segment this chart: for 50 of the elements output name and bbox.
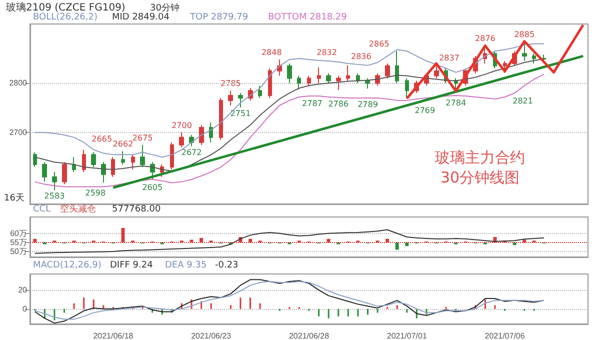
text: 30分钟 (150, 2, 180, 14)
text: 2769 (414, 106, 436, 115)
text: 2865 (368, 40, 390, 49)
text: BOTTOM 2818.29 (268, 12, 348, 22)
text: 2789 (358, 100, 378, 110)
text: 2832 (316, 48, 337, 57)
y-tick-label: 20 (18, 286, 28, 295)
y-tick-label: 55万 (10, 238, 27, 247)
text: 2836 (350, 52, 372, 61)
y-tick-label: 2700 (9, 128, 28, 137)
text: 2665 (92, 134, 112, 144)
text: BOLL(26,26,2) (33, 12, 98, 22)
text: 2675 (132, 133, 153, 142)
text: 2848 (261, 48, 282, 58)
text: 2662 (112, 140, 134, 149)
text: 2700 (172, 120, 192, 130)
text: DEA 9.35 (165, 260, 207, 270)
x-tick-label: 2021/06/18 (93, 332, 134, 340)
x-tick-label: 2021/07/01 (386, 332, 428, 340)
text: MACD(12,26,9) (33, 260, 102, 270)
y-tick-label: 60万 (10, 228, 27, 238)
text: 2876 (475, 34, 496, 44)
x-tick-label: 2021/06/28 (288, 332, 330, 340)
text: -0.23 (215, 260, 238, 270)
y-tick-label: 50万 (10, 247, 27, 256)
y-tick-label: 0 (22, 304, 28, 314)
text: MID 2849.04 (112, 12, 170, 22)
text: DIFF 9.24 (110, 260, 154, 270)
text: 空头减仓 (60, 204, 96, 214)
annotation: 30分钟线图 (440, 168, 520, 186)
text: 2787 (302, 99, 322, 108)
text: 2885 (514, 30, 535, 39)
text: 2751 (230, 108, 251, 118)
text: 2784 (446, 98, 466, 108)
text: TOP 2879.79 (189, 12, 248, 22)
text: 2837 (439, 53, 460, 62)
text: CCL (33, 204, 51, 214)
text: 577768.00 (112, 204, 161, 214)
text: 2821 (512, 96, 533, 106)
x-tick-label: 2021/07/06 (484, 332, 526, 340)
y-tick-label: 2800 (9, 78, 28, 88)
text: 16天 (4, 192, 24, 204)
text: 2786 (328, 100, 349, 109)
text: 2672 (181, 148, 202, 157)
text: 2583 (44, 192, 65, 201)
x-tick-label: 2021/06/23 (191, 332, 232, 340)
text: 2598 (85, 188, 106, 198)
chart-title: 玻璃2109 (CZCE FG109) (6, 2, 126, 14)
annotation: 玻璃主力合约 (435, 148, 525, 166)
text: 2605 (142, 182, 163, 192)
